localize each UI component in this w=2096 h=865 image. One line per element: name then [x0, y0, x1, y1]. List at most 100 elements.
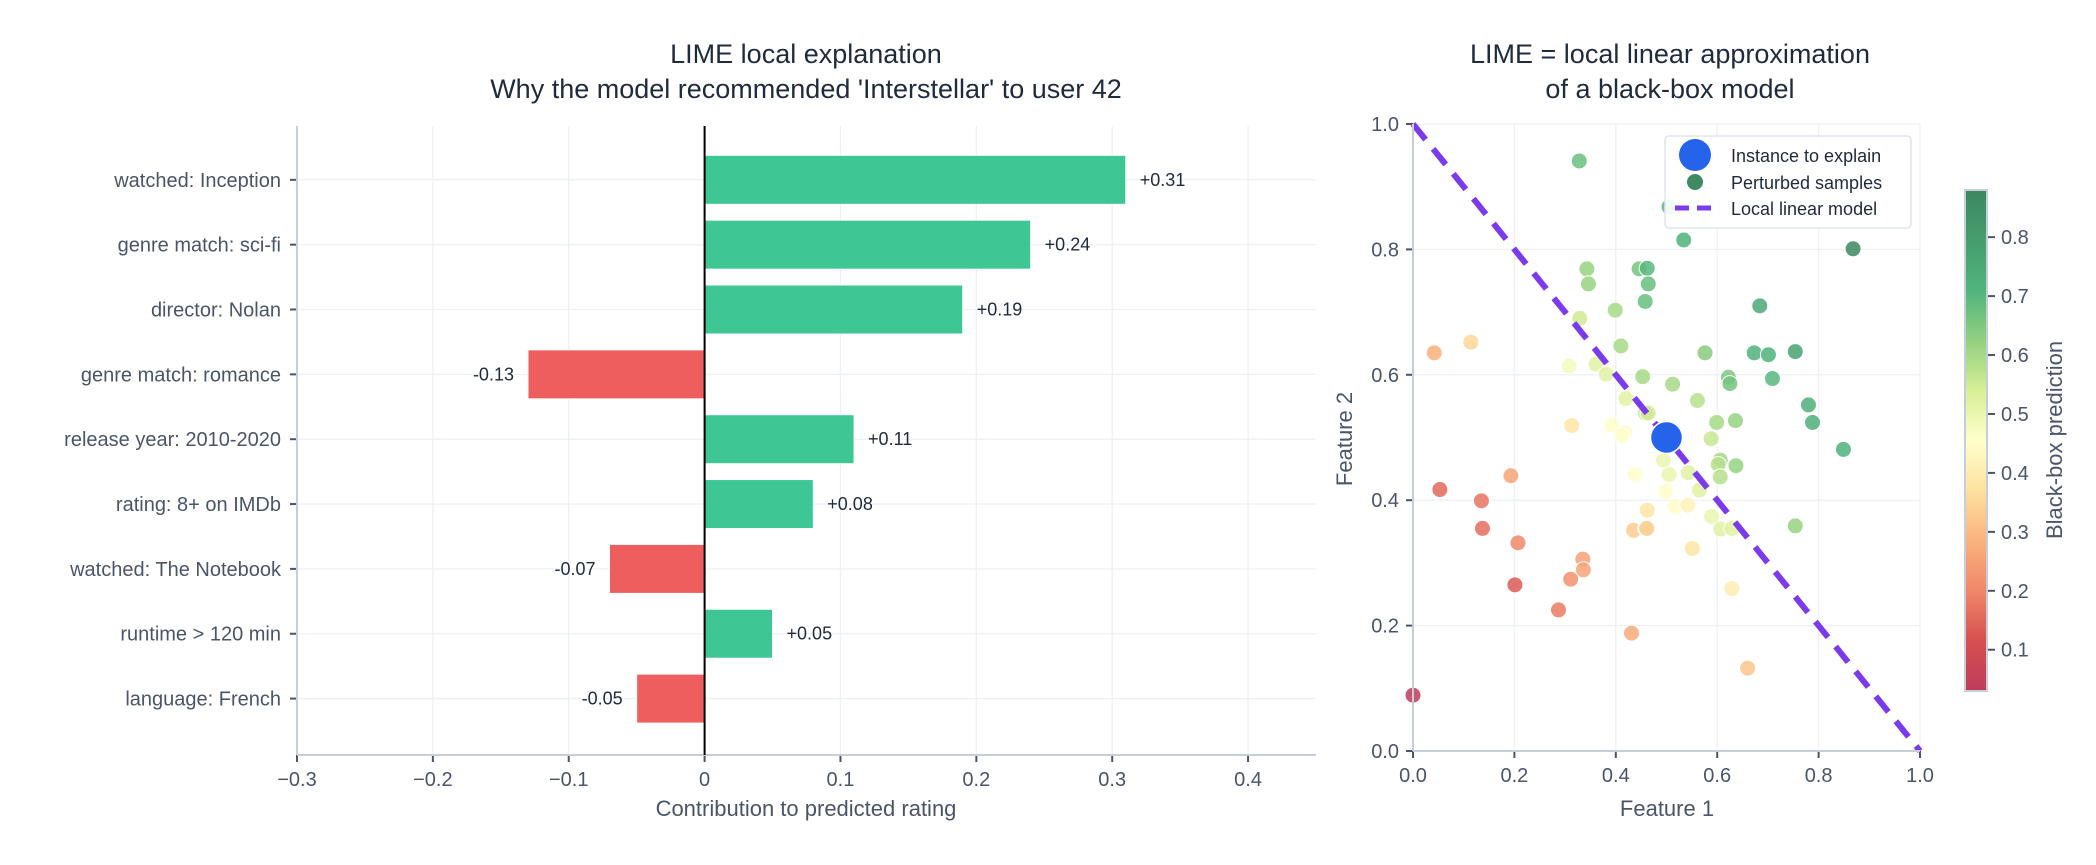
bar-data-label: +0.19 — [977, 300, 1023, 320]
perturbed-sample-point — [1745, 344, 1763, 362]
perturbed-sample-point — [1688, 392, 1706, 410]
scatter-y-tick-label: 0.8 — [1371, 239, 1399, 261]
perturbed-sample-point — [1502, 467, 1520, 485]
perturbed-sample-point — [1626, 465, 1644, 483]
scatter-x-tick-label: 1.0 — [1906, 765, 1934, 787]
bar-x-tick-label: 0.1 — [827, 769, 855, 791]
lime-bar-chart: LIME local explanation Why the model rec… — [64, 39, 1316, 821]
instance-to-explain-point — [1649, 420, 1684, 455]
bar-data-label: +0.24 — [1045, 235, 1091, 255]
bar-x-tick-label: −0.3 — [277, 769, 316, 791]
perturbed-sample-point — [1696, 344, 1714, 362]
perturbed-sample-point — [1623, 624, 1641, 642]
bar-positive — [704, 219, 1032, 270]
scatter-y-tick-label: 1.0 — [1371, 114, 1399, 136]
perturbed-sample-point — [1660, 465, 1678, 483]
colorbar-tick-label: 0.4 — [2001, 463, 2029, 485]
scatter-x-tick-label: 0.4 — [1602, 765, 1630, 787]
perturbed-sample-point — [1708, 413, 1726, 431]
perturbed-sample-point — [1683, 539, 1701, 557]
scatter-x-tick-label: 0.0 — [1399, 765, 1427, 787]
scatter-title-line1: LIME = local linear approximation — [1470, 39, 1870, 69]
perturbed-sample-point — [1786, 517, 1804, 535]
perturbed-sample-point — [1613, 427, 1631, 445]
bar-negative — [608, 543, 706, 594]
perturbed-sample-point — [1654, 451, 1672, 469]
bar-category-label: watched: Inception — [113, 170, 281, 192]
bar-category-label: genre match: sci-fi — [118, 235, 281, 257]
perturbed-sample-point — [1639, 275, 1657, 293]
perturbed-sample-point — [1563, 417, 1581, 435]
perturbed-sample-point — [1723, 580, 1741, 598]
bar-data-label: -0.13 — [473, 364, 514, 384]
perturbed-sample-point — [1473, 519, 1491, 537]
legend-samples-label: Perturbed samples — [1731, 173, 1882, 193]
bar-negative — [636, 673, 706, 724]
perturbed-sample-point — [1711, 468, 1729, 486]
bar-data-label: +0.11 — [868, 429, 912, 449]
perturbed-sample-point — [1834, 440, 1852, 458]
perturbed-sample-point — [1617, 390, 1635, 408]
scatter-y-tick-label: 0.2 — [1371, 616, 1399, 638]
bar-negative — [527, 349, 706, 400]
bar-category-label: director: Nolan — [151, 300, 281, 322]
perturbed-sample-point — [1751, 297, 1769, 315]
perturbed-sample-point — [1739, 659, 1757, 677]
colorbar-tick-label: 0.3 — [2001, 522, 2029, 544]
perturbed-sample-point — [1574, 561, 1592, 579]
bar-x-tick-label: 0.3 — [1098, 769, 1126, 791]
bar-category-label: runtime > 120 min — [120, 624, 281, 646]
legend-instance-label: Instance to explain — [1731, 146, 1881, 166]
colorbar-gradient — [1964, 189, 1988, 692]
bar-data-label: -0.07 — [554, 559, 595, 579]
perturbed-sample-point — [1679, 496, 1697, 514]
perturbed-sample-point — [1656, 482, 1674, 500]
bar-positive — [704, 608, 774, 659]
bar-category-label: genre match: romance — [81, 364, 281, 386]
bar-data-label: +0.31 — [1140, 170, 1186, 190]
bar-positive — [704, 154, 1127, 205]
perturbed-sample-point — [1638, 259, 1656, 277]
scatter-x-tick-label: 0.8 — [1805, 765, 1833, 787]
colorbar-tick-label: 0.1 — [2001, 640, 2029, 662]
perturbed-sample-point — [1638, 501, 1656, 519]
scatter-points — [1404, 122, 1923, 753]
perturbed-sample-point — [1603, 416, 1621, 434]
perturbed-sample-point — [1804, 413, 1822, 431]
perturbed-sample-point — [1675, 231, 1693, 249]
scatter-x-tick-label: 0.2 — [1500, 765, 1528, 787]
bar-axes: −0.3 −0.2 −0.1 0 0.1 0.2 0.3 0.4 watched: Incept… — [64, 126, 1316, 791]
perturbed-sample-point — [1425, 344, 1443, 362]
colorbar-tick-label: 0.2 — [2001, 581, 2029, 603]
perturbed-sample-point — [1597, 365, 1615, 383]
colorbar-tick-label: 0.6 — [2001, 345, 2029, 367]
perturbed-sample-point — [1799, 396, 1817, 414]
bar-x-tick-label: −0.2 — [413, 769, 452, 791]
perturbed-sample-point — [1638, 519, 1656, 537]
perturbed-sample-point — [1721, 375, 1739, 393]
perturbed-sample-point — [1562, 570, 1580, 588]
bar-data-label: -0.05 — [582, 689, 623, 709]
bar-x-tick-label: 0.4 — [1234, 769, 1262, 791]
bar-positive — [704, 479, 814, 530]
lime-scatter-chart: LIME = local linear approximation of a b… — [1332, 39, 2067, 821]
perturbed-sample-point — [1550, 601, 1568, 619]
bar-x-tick-label: 0.2 — [962, 769, 990, 791]
perturbed-sample-point — [1560, 357, 1578, 375]
perturbed-sample-point — [1727, 457, 1745, 475]
perturbed-sample-point — [1612, 337, 1630, 355]
perturbed-sample-point — [1570, 152, 1588, 170]
colorbar: 0.1 0.2 0.3 0.4 0.5 0.6 0.7 0.8 Black-box predi… — [1964, 189, 2067, 692]
bar-chart-title-line1: LIME local explanation — [670, 39, 942, 69]
bar-category-label: release year: 2010-2020 — [64, 429, 281, 451]
colorbar-tick-label: 0.7 — [2001, 286, 2029, 308]
scatter-title-line2: of a black-box model — [1545, 74, 1794, 104]
bar-positive — [704, 284, 964, 335]
perturbed-sample-point — [1726, 412, 1744, 430]
legend-box — [1664, 135, 1912, 229]
scatter-y-axis-label: Feature 2 — [1332, 392, 1357, 486]
perturbed-sample-point — [1509, 534, 1527, 552]
perturbed-sample-point — [1702, 430, 1720, 448]
perturbed-sample-point — [1844, 240, 1862, 258]
